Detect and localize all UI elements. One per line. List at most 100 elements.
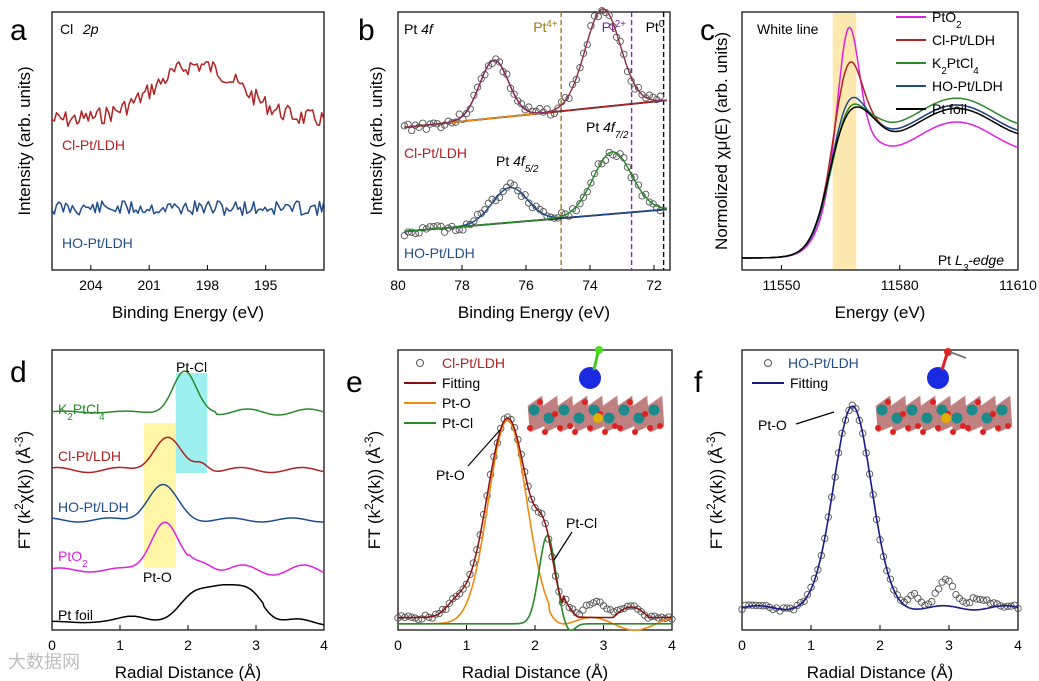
data-point bbox=[656, 92, 665, 100]
series-line bbox=[51, 521, 325, 576]
series-label: K2PtCl4 bbox=[58, 401, 105, 423]
pt-cl-bond bbox=[592, 351, 600, 371]
metal-atom bbox=[543, 412, 555, 424]
label-part: 2+ bbox=[615, 19, 626, 30]
label-part: 2 bbox=[82, 559, 87, 570]
oxygen-atom bbox=[542, 429, 548, 435]
x-tick-label: 1 bbox=[116, 637, 124, 653]
oxygen-atom bbox=[965, 425, 971, 431]
x-tick-label: 4 bbox=[1014, 637, 1022, 653]
pt-atom bbox=[927, 367, 949, 389]
series-line bbox=[51, 436, 325, 474]
x-axis-label: Radial Distance (Å) bbox=[115, 663, 261, 681]
data-point bbox=[745, 601, 753, 609]
label-part: Pt bbox=[602, 19, 615, 35]
annotation-arrow bbox=[795, 411, 835, 425]
bond-annotation: Pt-O bbox=[436, 467, 465, 483]
oxygen-atom bbox=[582, 399, 588, 405]
data-point bbox=[587, 179, 595, 187]
data-point bbox=[538, 510, 546, 518]
oxygen-atom bbox=[935, 425, 941, 431]
data-point bbox=[440, 121, 449, 129]
data-point bbox=[803, 590, 812, 599]
pt-cl-band bbox=[175, 373, 208, 473]
panel-title: Pt 4f bbox=[404, 21, 435, 37]
data-point bbox=[419, 119, 427, 127]
legend-label: Cl-Pt/LDH bbox=[442, 355, 505, 371]
data-point bbox=[473, 210, 482, 219]
x-tick-label: 1 bbox=[807, 637, 815, 653]
label-part: 3 bbox=[963, 263, 969, 274]
data-point bbox=[565, 603, 573, 612]
label-part: FT (k bbox=[365, 509, 384, 549]
oxygen-atom bbox=[885, 399, 891, 405]
label-part: 4f bbox=[421, 21, 435, 37]
x-tick-label: 72 bbox=[646, 277, 662, 293]
series-label: Cl-Pt/LDH bbox=[62, 137, 125, 153]
data-point bbox=[442, 605, 450, 613]
x-tick-label: 204 bbox=[79, 277, 103, 293]
label-part: 7/2 bbox=[615, 130, 629, 141]
series-line bbox=[52, 583, 325, 626]
data-point bbox=[890, 586, 898, 594]
series-label: HO-Pt/LDH bbox=[404, 245, 475, 261]
label-part: 4+ bbox=[546, 19, 557, 30]
label-part: -3 bbox=[12, 436, 26, 447]
data-point bbox=[527, 495, 536, 503]
data-point bbox=[969, 594, 977, 602]
data-point bbox=[741, 601, 750, 609]
label-part: Cl-Pt/LDH bbox=[932, 32, 995, 48]
panel-letter: a bbox=[10, 14, 27, 47]
data-point bbox=[598, 7, 606, 15]
oxygen-atom bbox=[567, 423, 573, 429]
data-point bbox=[495, 58, 504, 66]
dopant-atom bbox=[593, 413, 603, 423]
data-point bbox=[941, 575, 950, 583]
data-point bbox=[445, 599, 454, 607]
bond-annotation: Pt-O bbox=[143, 569, 172, 585]
metal-atom bbox=[633, 412, 645, 424]
panel-a: 204 201 198 195 Binding Energy (eV) a Cl 2p Int… bbox=[10, 11, 325, 322]
data-point bbox=[935, 585, 943, 593]
data-point bbox=[400, 122, 409, 130]
label-part: χ(k)) (Å bbox=[15, 446, 34, 503]
oxygen-atom bbox=[657, 423, 663, 429]
y-axis-label: Normolized χμ(E) (arb. units) bbox=[712, 32, 731, 250]
data-point bbox=[455, 590, 464, 598]
x-tick-label: 201 bbox=[137, 277, 161, 293]
x-tick-label: 11550 bbox=[762, 277, 800, 293]
metal-atom bbox=[528, 404, 540, 416]
data-point bbox=[976, 595, 984, 604]
x-tick-label: 4 bbox=[320, 637, 328, 653]
data-point bbox=[797, 599, 805, 607]
data-point bbox=[575, 610, 584, 619]
y-axis-label: FT (k2χ(k)) (Å-3) bbox=[12, 431, 34, 549]
x-tick-label: 2 bbox=[876, 637, 884, 653]
series-line bbox=[742, 106, 1019, 259]
oxygen-atom bbox=[557, 425, 563, 431]
data-point bbox=[438, 605, 447, 614]
label-part: 5/2 bbox=[525, 164, 539, 175]
oxygen-atom bbox=[602, 429, 608, 435]
series-label: PtO2 bbox=[58, 548, 88, 570]
data-point bbox=[769, 605, 777, 614]
x-tick-label: 3 bbox=[252, 637, 260, 653]
label-part: PtO bbox=[58, 548, 82, 564]
label-part: Pt foil bbox=[932, 101, 967, 117]
x-axis-label: Binding Energy (eV) bbox=[458, 303, 610, 322]
data-point bbox=[986, 599, 995, 607]
data-point bbox=[419, 224, 427, 232]
fit-component bbox=[404, 151, 667, 233]
series-line bbox=[51, 200, 325, 217]
x-tick-label: 11610 bbox=[999, 277, 1037, 293]
data-point bbox=[525, 103, 533, 111]
label-part: Pt bbox=[938, 252, 955, 268]
metal-atom bbox=[876, 404, 888, 416]
label-part: 2 bbox=[362, 503, 376, 510]
annotation-arrow bbox=[467, 429, 501, 467]
label-part: 2 bbox=[67, 412, 72, 423]
data-point bbox=[568, 205, 577, 213]
data-point bbox=[414, 615, 423, 624]
plot-frame bbox=[741, 11, 1019, 271]
